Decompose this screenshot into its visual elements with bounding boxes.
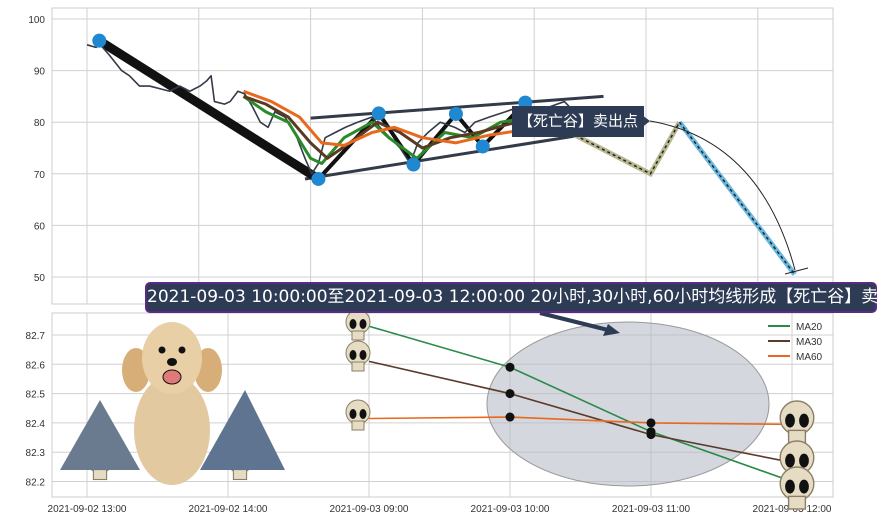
- skull-head: [779, 400, 815, 436]
- projection-arc: [649, 120, 796, 271]
- pivot-point: [371, 106, 386, 121]
- y-tick-label: 60: [34, 221, 46, 232]
- channel-lower-line: [304, 130, 604, 181]
- pivot-point: [475, 139, 490, 154]
- skull-eye: [359, 319, 367, 329]
- y-tick-label: 50: [34, 273, 46, 284]
- x-tick-label: 2021-09-02 14:00: [189, 504, 268, 515]
- skull-eye: [359, 409, 367, 419]
- skull-eye: [359, 350, 367, 360]
- legend-label: MA60: [796, 352, 823, 363]
- crossover-point: [505, 389, 515, 399]
- series-ma60: [368, 416, 793, 426]
- skull-icon: [345, 399, 371, 431]
- pivot-point: [448, 106, 463, 121]
- signal-banner: 2021-09-03 10:00:00至2021-09-03 12:00:00 …: [145, 282, 877, 313]
- pivot-point: [92, 33, 107, 48]
- skull-jaw: [351, 330, 365, 341]
- crossover-point: [646, 418, 656, 428]
- dog-mouth: [162, 369, 182, 385]
- skull-eye: [349, 319, 357, 329]
- skull-eye: [785, 453, 795, 468]
- y-tick-label: 82.5: [26, 390, 46, 401]
- series-ma30: [368, 360, 793, 464]
- x-tick-label: 2021-09-03 10:00: [471, 504, 550, 515]
- skull-jaw: [232, 469, 248, 481]
- crossover-point: [646, 430, 656, 440]
- highlight-ellipse: [486, 321, 770, 487]
- dog-nose: [167, 358, 177, 366]
- pointer-arrow: [539, 311, 609, 332]
- crossover-point: [505, 412, 515, 422]
- skull-eye: [349, 409, 357, 419]
- skull-eye: [785, 413, 795, 428]
- y-tick-label: 82.6: [26, 360, 46, 371]
- skull-icon: [779, 466, 815, 510]
- sell-point-annotation: 【死亡谷】卖出点: [512, 106, 645, 137]
- y-tick-label: 82.2: [26, 478, 46, 489]
- trend-line: [96, 36, 321, 183]
- pointer-arrowhead: [603, 324, 620, 336]
- dog-eye: [158, 346, 166, 354]
- y-tick-label: 80: [34, 118, 46, 129]
- skull-eye: [799, 453, 809, 468]
- skull-icon: [779, 400, 815, 444]
- projection-zigzag-dash: [569, 121, 681, 175]
- pivot-point: [406, 157, 421, 172]
- target-bracket: [784, 267, 809, 275]
- skull-eye: [785, 479, 795, 494]
- legend-label: MA20: [796, 322, 823, 333]
- series-ma20: [368, 325, 793, 483]
- skull-icon: [345, 309, 371, 341]
- x-tick-label: 2021-09-02 13:00: [48, 504, 127, 515]
- crossover-point: [505, 362, 515, 372]
- skull-jaw: [351, 361, 365, 372]
- poodle-illustration: [122, 322, 222, 485]
- dog-eye: [178, 346, 186, 354]
- y-tick-label: 100: [28, 15, 45, 26]
- pivot-point: [311, 171, 326, 186]
- skull-head: [345, 340, 371, 366]
- mountain-left: [60, 400, 140, 470]
- skull-head: [779, 466, 815, 502]
- skull-icon: [345, 340, 371, 372]
- y-tick-label: 90: [34, 67, 46, 78]
- y-tick-label: 70: [34, 170, 46, 181]
- skull-eye: [799, 413, 809, 428]
- dog-body: [134, 375, 210, 485]
- legend-label: MA30: [796, 337, 823, 348]
- x-tick-label: 2021-09-03 09:00: [330, 504, 409, 515]
- skull-head: [345, 309, 371, 335]
- skull-jaw: [351, 420, 365, 431]
- skull-jaw: [92, 469, 108, 481]
- skull-head: [345, 399, 371, 425]
- y-tick-label: 82.4: [26, 419, 46, 430]
- skull-jaw: [787, 495, 807, 510]
- mountain-right: [200, 390, 285, 470]
- series-ma60: [243, 89, 568, 147]
- skull-eye: [349, 350, 357, 360]
- skull-eye: [799, 479, 809, 494]
- projection-drop-dash: [678, 121, 796, 275]
- y-tick-label: 82.3: [26, 448, 46, 459]
- x-tick-label: 2021-09-03 11:00: [612, 504, 691, 515]
- y-tick-label: 82.7: [26, 331, 46, 342]
